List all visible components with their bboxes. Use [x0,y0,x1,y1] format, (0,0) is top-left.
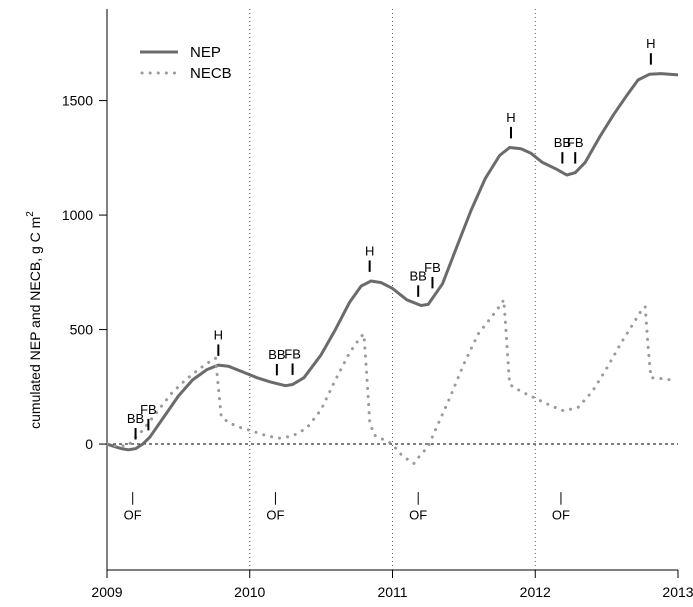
series-line-nep [106,72,679,452]
legend-label-necb: NECB [190,65,232,82]
x-tick-label: 2012 [520,584,551,600]
y-axis-label-text: cumulated NEP and NECB, g C m [27,217,43,429]
y-tick-label: 500 [70,322,94,338]
y-axis-label-superscript: 2 [25,211,36,217]
event-label-bb: BB [268,347,285,362]
event-label-fb: FB [284,346,301,361]
x-tick-label: 2013 [662,584,693,600]
event-label-h: H [365,243,374,258]
x-tick-label: 2010 [234,584,265,600]
y-axis-label: cumulated NEP and NECB, g C m2 [25,211,43,429]
event-label-of: OF [124,508,142,523]
y-tick-label: 0 [85,436,93,452]
event-label-bb: BB [410,268,427,283]
event-label-bb: BB [127,411,144,426]
event-label-bb: BB [554,135,571,150]
axis-group: 2009 2010 2011 2012 2013 0 500 1000 1500 [62,93,693,600]
event-label-h: H [214,327,223,342]
legend-label-nep: NEP [190,44,221,61]
x-tick-label: 2011 [377,584,407,600]
series-group [105,72,679,466]
series-line-necb [105,294,673,466]
event-label-of: OF [552,508,570,523]
event-label-fb: FB [140,402,157,417]
x-tick-label: 2009 [91,584,122,600]
event-label-h: H [506,110,515,125]
y-tick-label: 1500 [62,93,93,109]
event-label-of: OF [409,508,427,523]
event-label-fb: FB [567,135,584,150]
event-label-of: OF [266,508,284,523]
y-tick-label: 1000 [62,207,93,223]
legend-group: NEP NECB [140,44,232,82]
event-label-fb: FB [424,260,441,275]
event-label-h: H [646,36,655,51]
